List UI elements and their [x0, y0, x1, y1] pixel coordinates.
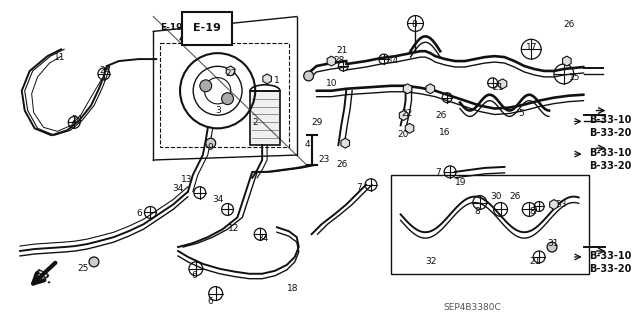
Text: B-33-20: B-33-20 [589, 264, 632, 274]
Text: 27: 27 [225, 69, 237, 78]
Polygon shape [263, 74, 271, 84]
Text: B-33-10: B-33-10 [589, 148, 632, 158]
Text: 8: 8 [412, 19, 417, 28]
Text: 13: 13 [181, 175, 193, 184]
Text: 34: 34 [172, 184, 184, 193]
Text: 10: 10 [326, 79, 338, 88]
Text: 17: 17 [526, 43, 538, 52]
Text: SEP4B3380C: SEP4B3380C [443, 303, 501, 312]
Text: 12: 12 [228, 224, 239, 233]
Text: 26: 26 [509, 192, 521, 201]
Text: 24: 24 [99, 66, 110, 75]
Circle shape [304, 71, 314, 81]
Polygon shape [499, 79, 507, 89]
Text: 23: 23 [319, 155, 330, 164]
Text: 21: 21 [337, 46, 348, 55]
Text: E-19: E-19 [193, 24, 221, 33]
Polygon shape [327, 56, 335, 66]
Text: 14: 14 [388, 56, 399, 65]
Text: 25: 25 [77, 264, 88, 273]
Text: 7: 7 [356, 183, 362, 192]
Text: 22: 22 [402, 108, 413, 118]
Polygon shape [403, 84, 412, 94]
Text: 16: 16 [439, 128, 451, 137]
Text: 28: 28 [333, 56, 345, 65]
Text: 6: 6 [208, 296, 214, 306]
Text: 34: 34 [257, 234, 269, 243]
Polygon shape [426, 84, 435, 94]
Text: 11: 11 [54, 53, 66, 62]
Text: 3: 3 [216, 106, 221, 115]
Text: 6: 6 [191, 271, 196, 280]
Polygon shape [405, 123, 414, 133]
Polygon shape [550, 200, 558, 210]
Text: B-33-10: B-33-10 [589, 251, 632, 261]
Text: 21: 21 [493, 83, 504, 92]
Text: 29: 29 [312, 118, 323, 128]
Text: E-19: E-19 [160, 24, 183, 33]
Text: B-33-10: B-33-10 [589, 115, 632, 125]
Text: 15: 15 [569, 73, 580, 82]
Text: 33: 33 [555, 200, 566, 209]
Text: 8: 8 [475, 207, 481, 217]
Text: 21: 21 [529, 257, 541, 266]
Text: 7: 7 [435, 168, 441, 177]
Bar [160, 43, 289, 147]
Text: 31: 31 [547, 239, 559, 248]
Text: 34: 34 [212, 195, 224, 204]
Circle shape [547, 242, 557, 252]
Text: B-33-20: B-33-20 [589, 161, 632, 171]
Circle shape [200, 80, 212, 92]
Text: 30: 30 [491, 192, 502, 201]
Text: 5: 5 [518, 108, 524, 118]
Text: 26: 26 [435, 110, 447, 120]
Text: 18: 18 [287, 284, 298, 293]
Bar [391, 175, 589, 274]
Polygon shape [399, 110, 408, 121]
Bar [250, 91, 280, 145]
Text: 20: 20 [397, 130, 409, 139]
Text: 32: 32 [426, 257, 436, 266]
Text: 24: 24 [71, 115, 83, 124]
Text: 26: 26 [564, 19, 575, 28]
Text: 19: 19 [455, 178, 467, 187]
Circle shape [89, 257, 99, 267]
Text: 4: 4 [305, 140, 310, 149]
Text: 2: 2 [252, 118, 258, 128]
Text: 1: 1 [274, 76, 280, 85]
Polygon shape [563, 56, 571, 66]
Text: 8: 8 [529, 207, 535, 217]
Text: 6: 6 [136, 210, 142, 219]
Polygon shape [226, 66, 235, 76]
Text: 9: 9 [208, 143, 214, 152]
Polygon shape [341, 138, 349, 148]
Text: 26: 26 [337, 160, 348, 169]
Circle shape [205, 138, 216, 148]
Circle shape [221, 93, 234, 105]
Text: FR.: FR. [32, 267, 55, 286]
Text: B-33-20: B-33-20 [589, 128, 632, 138]
